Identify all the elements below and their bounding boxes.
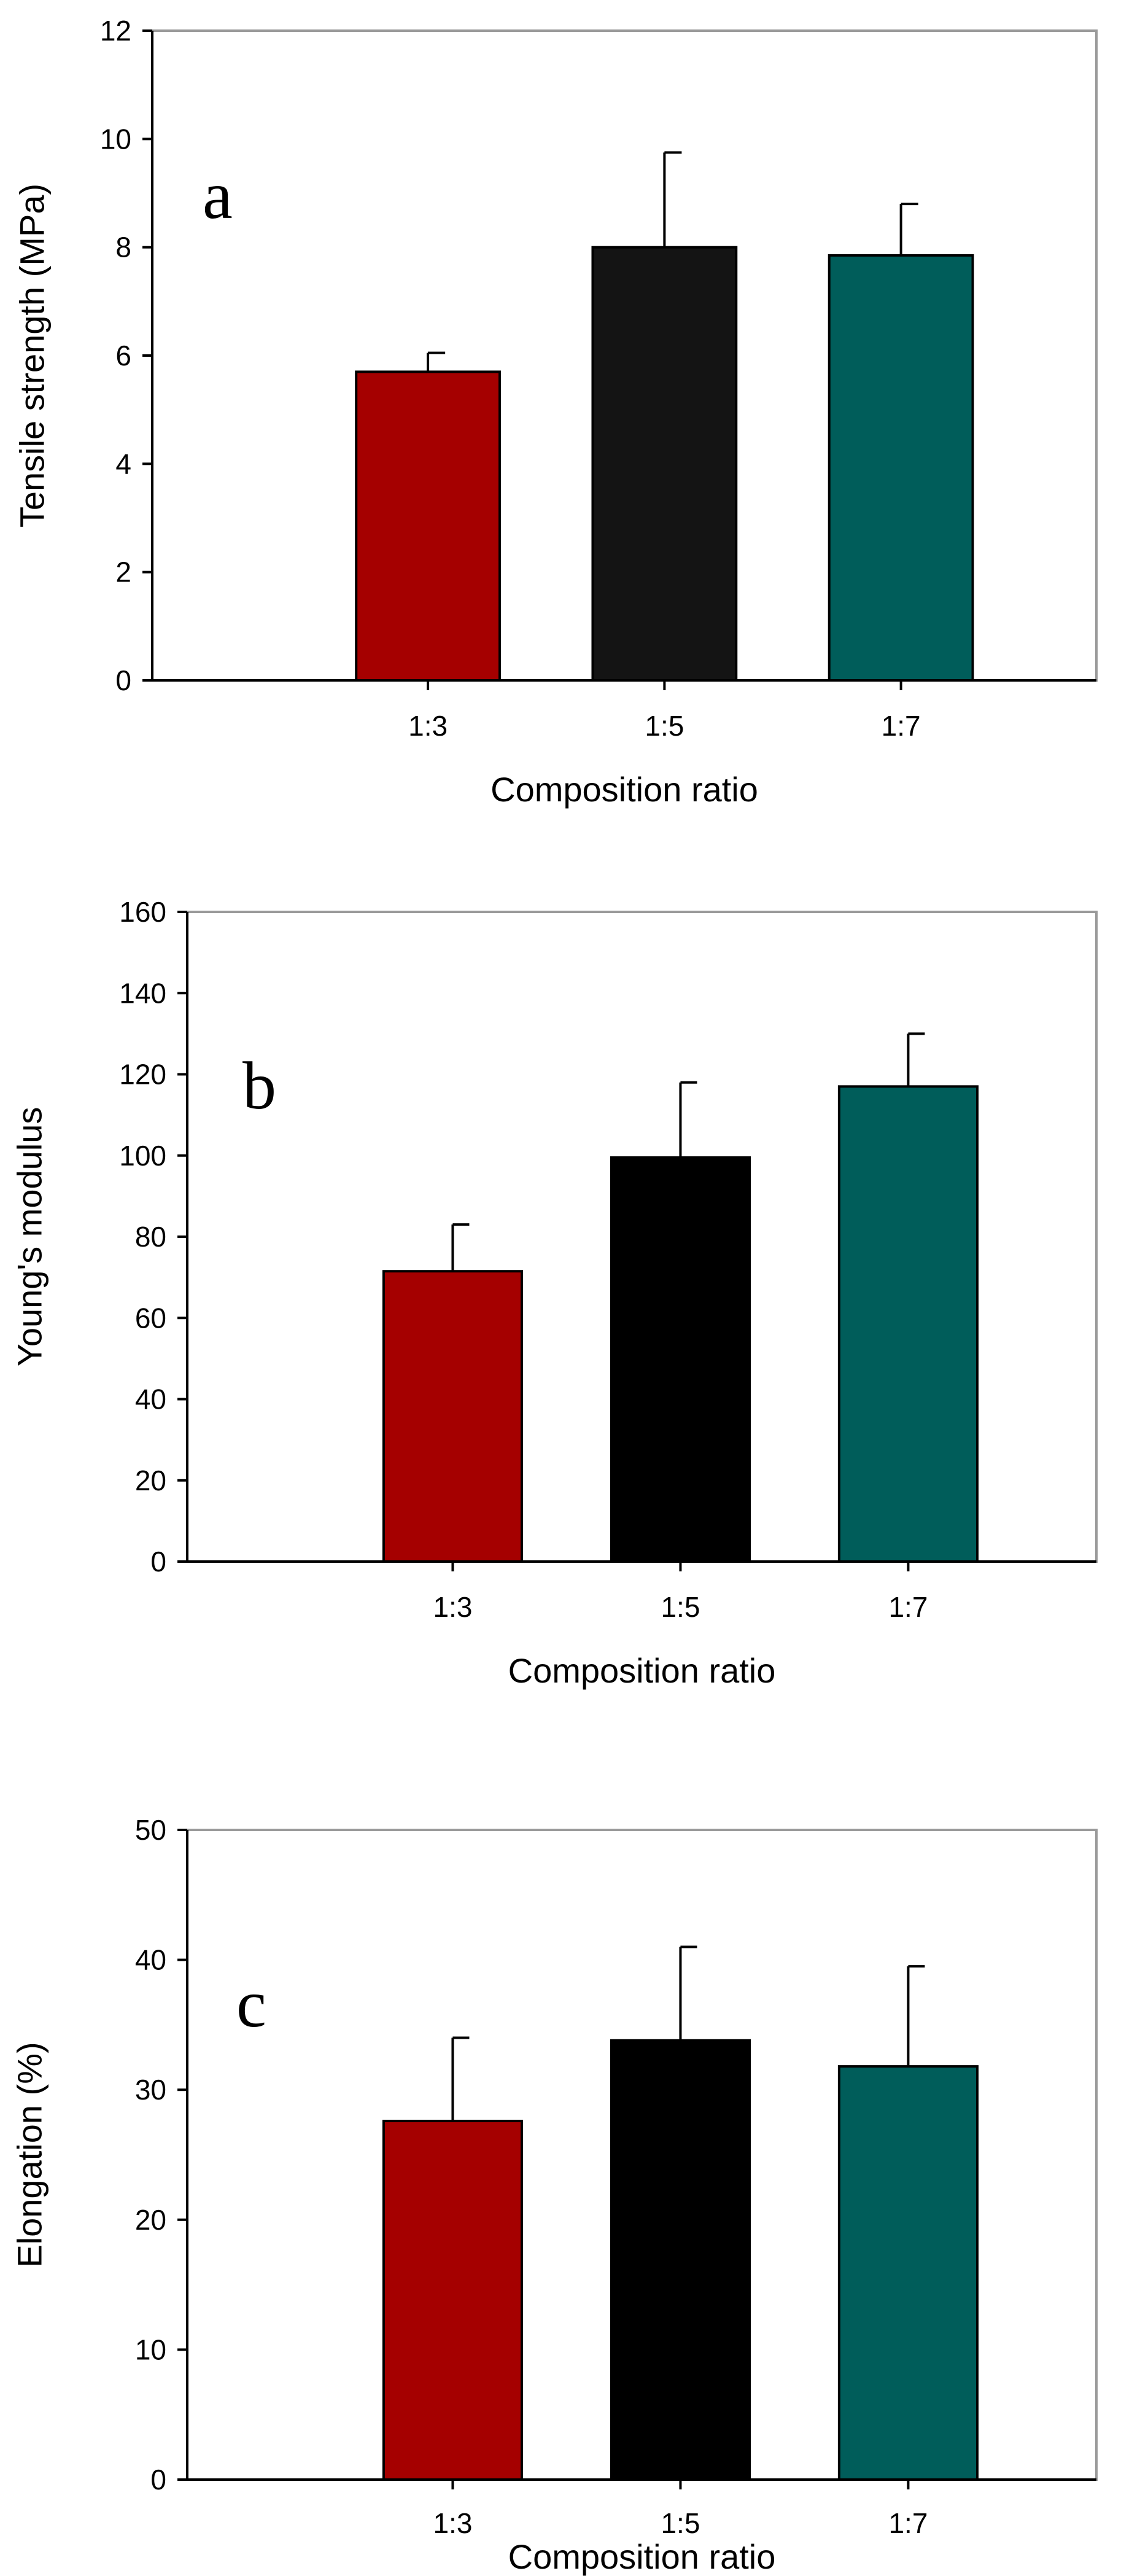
y-axis-title: Elongation (%) (10, 2042, 49, 2267)
y-tick-label: 140 (119, 977, 166, 1009)
y-tick-label: 30 (135, 2074, 166, 2106)
chart-panel-c: 0 10 20 30 40 50 1:3 1:5 1:7 Composition ratio Elo… (10, 1814, 1098, 2576)
panel-label: c (236, 1966, 266, 2041)
y-tick-label: 0 (150, 2464, 166, 2496)
y-tick-label: 100 (119, 1140, 166, 1172)
y-tick-label: 4 (115, 448, 131, 480)
x-axis-title: Composition ratio (508, 1651, 776, 1690)
y-tick-label: 6 (115, 340, 131, 372)
x-tick-label: 1:3 (408, 710, 448, 742)
x-tick-label: 1:7 (888, 1591, 928, 1623)
x-axis-title: Composition ratio (508, 2537, 776, 2576)
y-tick-label: 0 (115, 664, 131, 696)
panel-label: a (203, 158, 233, 233)
y-tick-label: 120 (119, 1059, 166, 1091)
bar-1-3 (355, 370, 501, 682)
panel-label: b (242, 1048, 276, 1123)
y-tick-label: 8 (115, 232, 131, 263)
y-tick-label: 10 (100, 123, 131, 155)
bar-1-7 (837, 1085, 979, 1563)
y-tick-label: 0 (150, 1546, 166, 1578)
chart-panel-b: 0 20 40 60 80 100 120 140 160 1:3 1:5 1:7 Compositio… (10, 896, 1098, 1690)
y-tick-label: 60 (135, 1302, 166, 1334)
bar-1-5 (610, 1156, 751, 1563)
bar-1-7 (828, 254, 974, 682)
chart-panel-a: 0 2 4 6 8 10 12 1:3 1:5 1:7 Composition ratio Tensi… (13, 15, 1098, 809)
y-tick-label: 12 (100, 15, 131, 47)
bar-1-5 (591, 246, 738, 682)
x-tick-label: 1:7 (882, 710, 921, 742)
y-tick-label: 40 (135, 1383, 166, 1415)
bar-1-7 (837, 2065, 979, 2481)
y-axis-title: Tensile strength (MPa) (13, 184, 52, 527)
y-tick-label: 40 (135, 1944, 166, 1976)
x-tick-label: 1:3 (433, 2507, 472, 2539)
y-tick-label: 10 (135, 2333, 166, 2365)
y-tick-label: 2 (115, 556, 131, 588)
y-tick-label: 50 (135, 1814, 166, 1846)
y-tick-label: 20 (135, 2204, 166, 2236)
x-tick-label: 1:7 (888, 2507, 928, 2539)
bar-1-3 (382, 1270, 524, 1563)
bar-1-3 (382, 2119, 524, 2481)
bar-1-5 (610, 2039, 751, 2481)
x-tick-label: 1:5 (661, 2507, 700, 2539)
x-axis-title: Composition ratio (491, 770, 758, 809)
y-tick-label: 160 (119, 896, 166, 928)
x-tick-label: 1:5 (645, 710, 684, 742)
y-axis-title: Young's modulus (10, 1107, 49, 1367)
x-tick-label: 1:5 (661, 1591, 700, 1623)
x-tick-label: 1:3 (433, 1591, 472, 1623)
y-tick-label: 20 (135, 1465, 166, 1496)
y-tick-label: 80 (135, 1221, 166, 1253)
